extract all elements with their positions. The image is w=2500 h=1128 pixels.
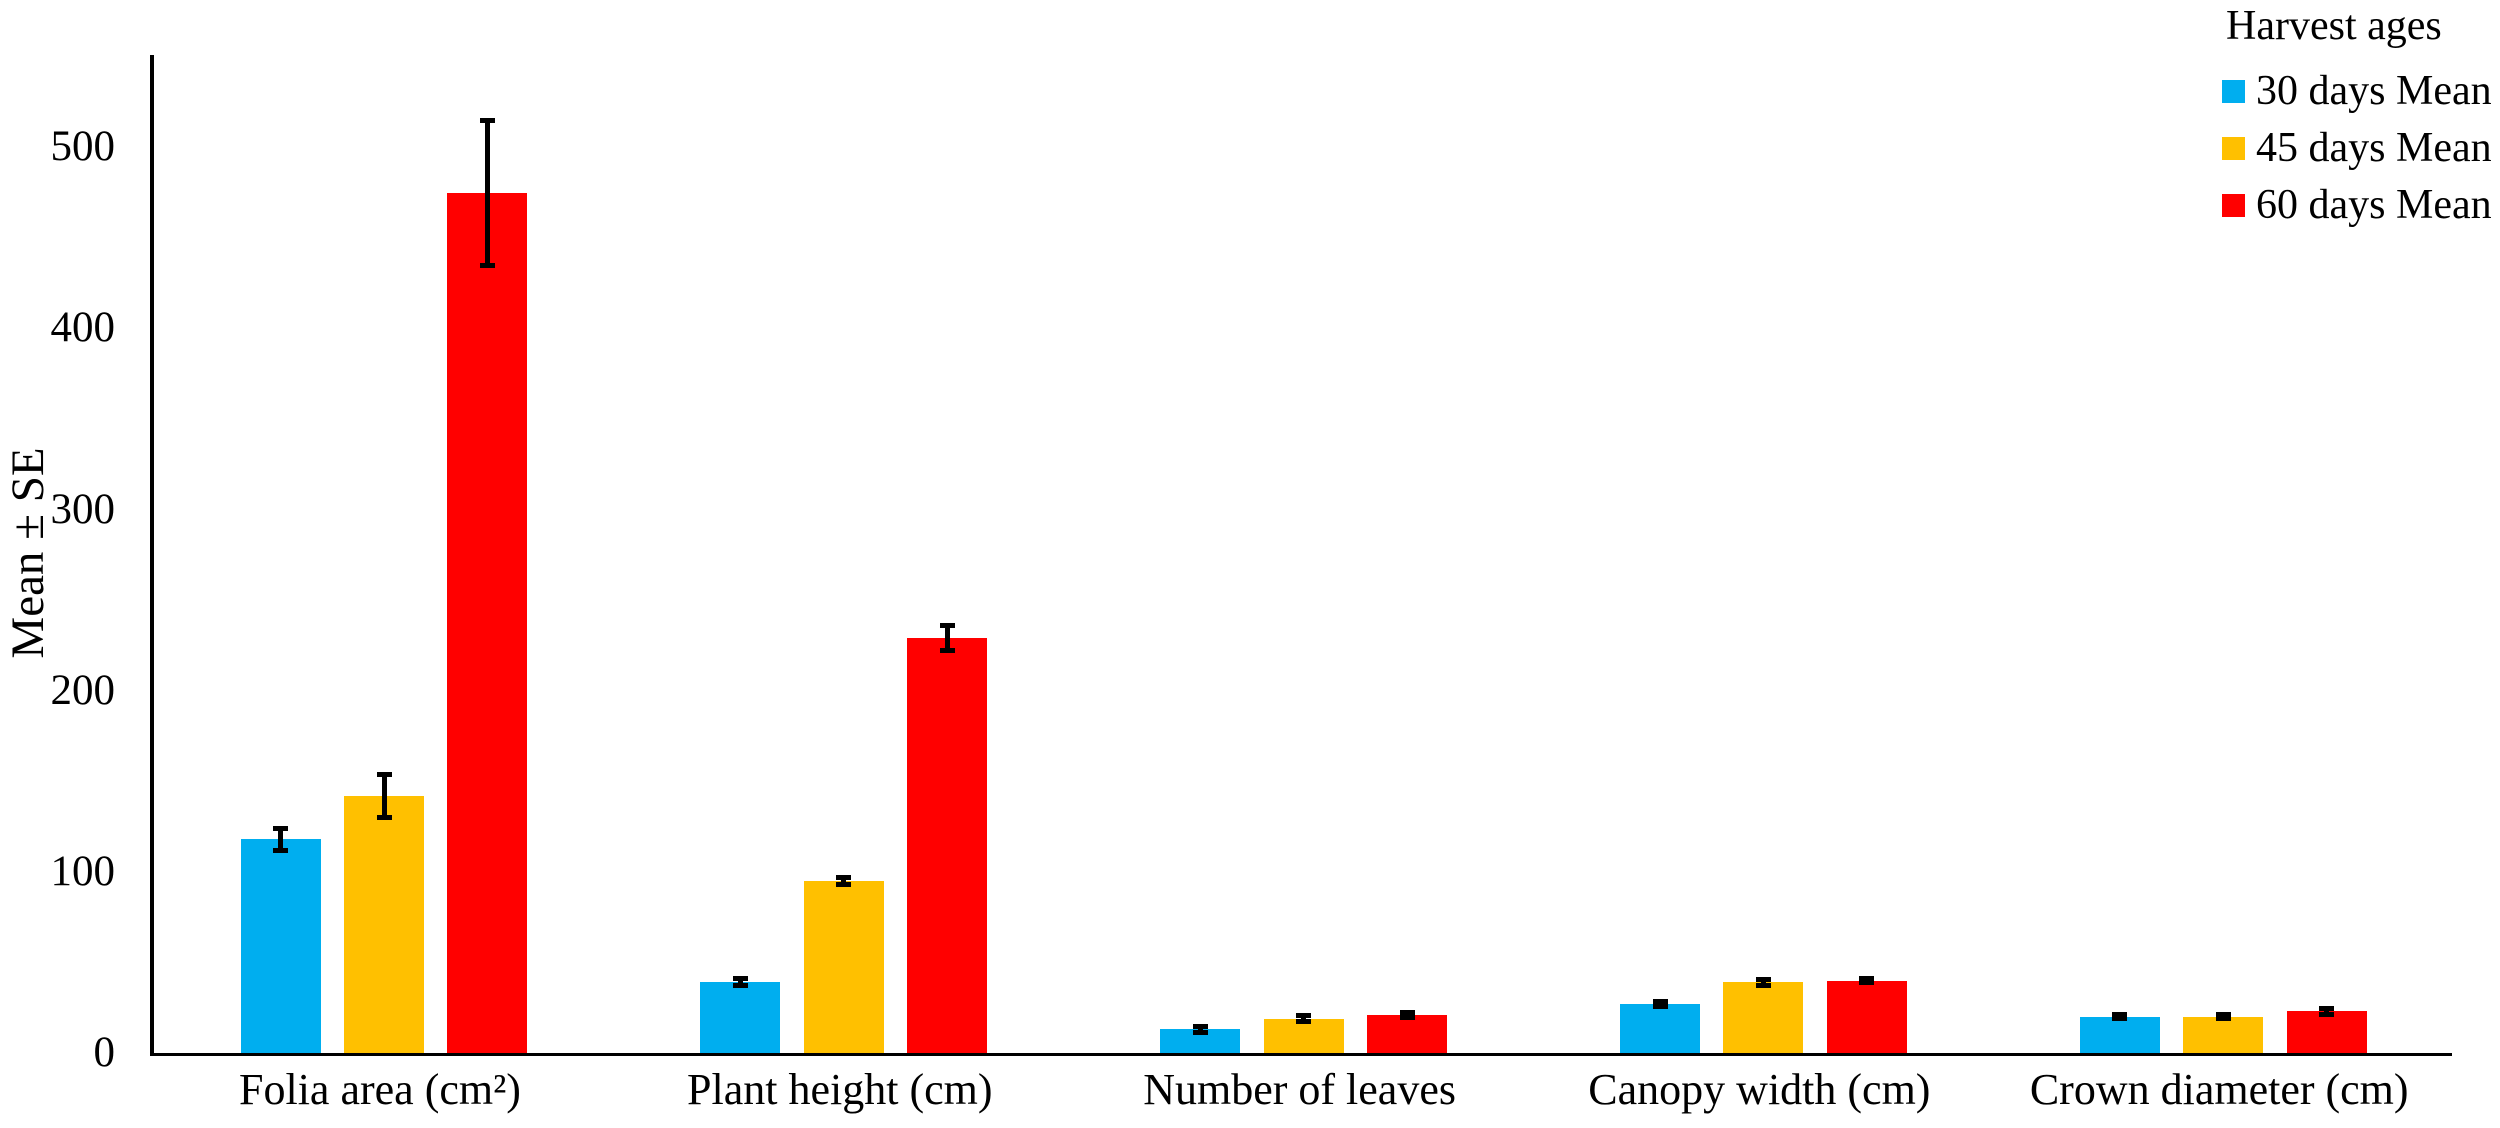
error-bar-cap	[1399, 1009, 1415, 1015]
error-bar	[1657, 1001, 1663, 1007]
y-tick-label: 0	[93, 1029, 116, 1076]
error-bar-cap	[1755, 982, 1771, 988]
error-bar-cap	[836, 874, 852, 880]
y-tick-label: 300	[50, 485, 116, 533]
bar-60days-cat1	[447, 192, 528, 1053]
legend-swatch-icon	[2222, 136, 2245, 160]
error-bar-cap	[1652, 1004, 1668, 1010]
y-tick-label: 400	[50, 304, 116, 352]
error-bar-cap	[479, 117, 495, 123]
x-category-label: Canopy width (cm)	[1588, 1065, 1931, 1114]
legend-item: 60 days Mean	[2222, 182, 2492, 228]
error-bar-cap	[376, 815, 392, 821]
error-bar-cap	[1399, 1015, 1415, 1021]
error-bar-cap	[376, 771, 392, 777]
error-bar	[484, 120, 490, 266]
error-bar-cap	[1755, 977, 1771, 983]
y-axis-title: Mean ± SE	[2, 447, 54, 659]
y-tick-label: 200	[50, 666, 116, 714]
error-bar-cap	[2112, 1016, 2128, 1022]
error-bar	[1197, 1026, 1203, 1033]
error-bar	[1301, 1015, 1307, 1022]
error-bar-cap	[2215, 1016, 2231, 1022]
legend-swatch-icon	[2222, 193, 2245, 217]
y-tick-label: 100	[50, 847, 116, 895]
bar-45days-cat5	[2183, 1016, 2264, 1053]
bar-45days-cat1	[344, 795, 424, 1053]
legend-item-label: 45 days Mean	[2256, 125, 2492, 171]
bar-60days-cat2	[907, 638, 988, 1053]
error-bar	[2324, 1008, 2330, 1015]
x-category-label: Plant height (cm)	[687, 1065, 993, 1114]
legend-item: 30 days Mean	[2222, 68, 2492, 114]
bar-60days-cat3	[1367, 1014, 1447, 1053]
error-bar-cap	[939, 623, 955, 629]
bar-30days-cat1	[240, 839, 321, 1053]
error-bar-cap	[273, 847, 289, 853]
error-bar-cap	[1296, 1013, 1312, 1019]
error-bar-cap	[2319, 1006, 2335, 1012]
x-category-label: Folia area (cm²)	[239, 1065, 521, 1114]
error-bar-cap	[1192, 1029, 1208, 1035]
error-bar-cap	[732, 976, 748, 982]
error-bar-cap	[2112, 1012, 2128, 1018]
error-bar-cap	[2215, 1012, 2231, 1018]
error-bar-cap	[939, 648, 955, 654]
bar-30days-cat2	[700, 982, 781, 1053]
error-bar-cap	[2319, 1011, 2335, 1017]
plot-area	[150, 55, 2452, 1056]
error-bar-cap	[1859, 980, 1875, 986]
legend-title: Harvest ages	[2226, 3, 2442, 49]
bar-45days-cat2	[803, 880, 884, 1053]
bar-60days-cat4	[1826, 980, 1907, 1053]
error-bar-cap	[836, 882, 852, 888]
error-bar	[841, 877, 847, 885]
bar-30days-cat4	[1620, 1004, 1700, 1053]
error-bar	[278, 828, 284, 851]
error-bar-cap	[732, 983, 748, 989]
error-bar-cap	[479, 262, 495, 268]
error-bar	[737, 978, 743, 986]
error-bar	[1760, 979, 1766, 986]
error-bar	[381, 774, 387, 818]
legend-item: 45 days Mean	[2222, 125, 2492, 171]
y-tick-label: 500	[50, 123, 116, 171]
x-category-label: Crown diameter (cm)	[2029, 1065, 2409, 1114]
error-bar	[1404, 1012, 1410, 1018]
bar-30days-cat3	[1160, 1029, 1241, 1053]
legend-item-label: 30 days Mean	[2256, 68, 2492, 114]
error-bar-cap	[1192, 1024, 1208, 1030]
bar-45days-cat4	[1723, 982, 1804, 1053]
x-category-label: Number of leaves	[1143, 1065, 1456, 1114]
bar-30days-cat5	[2079, 1016, 2160, 1053]
error-bar-cap	[1652, 998, 1668, 1004]
bar-60days-cat5	[2286, 1011, 2367, 1053]
error-bar-cap	[273, 825, 289, 831]
bar-45days-cat3	[1263, 1018, 1344, 1053]
legend-item-label: 60 days Mean	[2256, 182, 2492, 228]
error-bar-cap	[1296, 1018, 1312, 1024]
legend-swatch-icon	[2222, 79, 2245, 103]
error-bar-cap	[1859, 975, 1875, 981]
error-bar	[944, 625, 950, 651]
